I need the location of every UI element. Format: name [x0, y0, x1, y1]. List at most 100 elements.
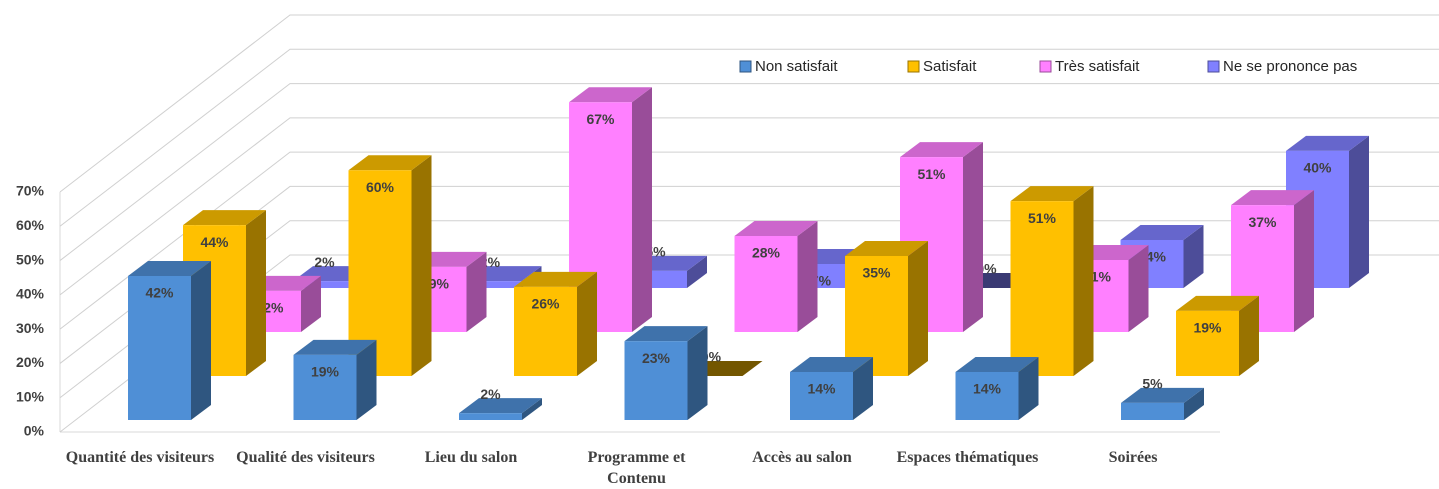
value-label: 37%: [1248, 214, 1277, 230]
bar-side: [356, 339, 377, 420]
bar-top: [624, 326, 708, 342]
bar-top: [1120, 225, 1204, 240]
bar-side: [411, 155, 432, 376]
value-label: 67%: [586, 111, 615, 127]
bar-top: [348, 155, 432, 171]
bar-side: [1184, 387, 1204, 420]
value-label: 60%: [366, 179, 395, 195]
grid-line: [59, 48, 1439, 227]
bar-top: [1231, 190, 1314, 206]
bar-front: [1176, 310, 1239, 376]
bar: [514, 271, 597, 376]
bar-top: [1286, 135, 1369, 151]
value-label: 19%: [1193, 320, 1222, 336]
bar-front: [734, 236, 798, 332]
x-tick-label: Accès au salon: [752, 449, 852, 466]
bar-side: [963, 142, 983, 332]
value-label: 28%: [752, 245, 781, 261]
value-label: 51%: [1028, 210, 1057, 226]
bar-front: [459, 413, 522, 420]
bar-side: [687, 326, 708, 420]
bar-top: [900, 142, 983, 158]
bar-front: [128, 276, 191, 420]
x-tick-label: Qualité des visiteurs: [236, 449, 375, 466]
value-label: 51%: [917, 166, 946, 182]
value-label: 14%: [973, 381, 1002, 397]
bar: [1176, 295, 1259, 376]
y-tick-label: 20%: [16, 354, 45, 370]
bar-side: [1239, 295, 1259, 376]
bar: [845, 241, 928, 376]
value-label: 19%: [311, 364, 340, 380]
x-tick-label: Quantité des visiteurs: [65, 449, 215, 466]
bar-side: [1349, 135, 1369, 288]
value-label: 44%: [200, 234, 229, 250]
bar: [624, 326, 708, 420]
grid-line: [59, 83, 1439, 261]
bar-front: [1121, 402, 1184, 420]
bar-top: [514, 271, 597, 287]
bar-front: [1010, 201, 1074, 376]
bar: [734, 221, 818, 332]
bar: [1010, 186, 1094, 376]
legend-swatch: [907, 60, 920, 73]
bar-side: [246, 210, 266, 376]
bar-side: [632, 87, 652, 333]
bar-side: [687, 255, 707, 288]
value-label: 42%: [145, 285, 174, 301]
bar: [293, 339, 377, 420]
value-label: 40%: [1303, 160, 1332, 176]
bar-top: [569, 87, 652, 103]
bar-top: [459, 398, 542, 414]
bar-side: [908, 241, 928, 376]
bar-side: [853, 357, 873, 420]
value-label: 2%: [480, 386, 501, 402]
legend-label: Non satisfait: [755, 58, 838, 75]
bar-top: [1010, 186, 1094, 202]
bar-top: [1176, 295, 1259, 311]
y-tick-label: 60%: [16, 217, 45, 233]
bar-front: [514, 286, 577, 376]
bar-top: [183, 210, 266, 226]
bar-front: [790, 372, 853, 420]
bar-side: [1128, 245, 1149, 332]
bar-side: [1073, 186, 1094, 376]
y-tick-label: 40%: [16, 286, 45, 302]
bar-front: [955, 372, 1019, 420]
bar-front: [845, 256, 908, 376]
grid-line: [59, 14, 1439, 193]
bar-top: [790, 357, 873, 372]
bar-top: [845, 241, 928, 256]
bar-front: [458, 281, 522, 288]
value-label: 35%: [862, 265, 891, 281]
bar: [1121, 387, 1204, 420]
bar-side: [522, 398, 542, 420]
x-tick-label: Soirées: [1108, 449, 1158, 466]
legend-swatch: [1039, 60, 1052, 73]
bar: [790, 357, 873, 420]
legend-label: Satisfait: [923, 58, 977, 75]
bar: [955, 357, 1039, 420]
bar-front: [293, 354, 357, 420]
bar-side: [466, 251, 487, 332]
legend-label: Très satisfait: [1055, 58, 1140, 75]
value-label: 14%: [807, 381, 836, 397]
bar-side: [1183, 225, 1204, 288]
value-label: 26%: [531, 296, 560, 312]
y-tick-label: 10%: [16, 388, 45, 404]
bar-top: [1121, 387, 1204, 403]
bar-side: [301, 275, 321, 332]
bar: [128, 261, 211, 420]
bar-side: [1018, 357, 1039, 420]
bar-side: [191, 261, 211, 420]
bar-top: [128, 261, 211, 276]
x-tick-label: Lieu du salon: [424, 449, 518, 466]
value-label: 23%: [642, 350, 671, 366]
value-label: 5%: [1142, 376, 1163, 392]
y-tick-label: 50%: [16, 251, 45, 267]
y-tick-label: 30%: [16, 320, 45, 336]
legend-label: Ne se prononce pas: [1223, 58, 1357, 75]
legend-swatch: [1207, 60, 1220, 73]
